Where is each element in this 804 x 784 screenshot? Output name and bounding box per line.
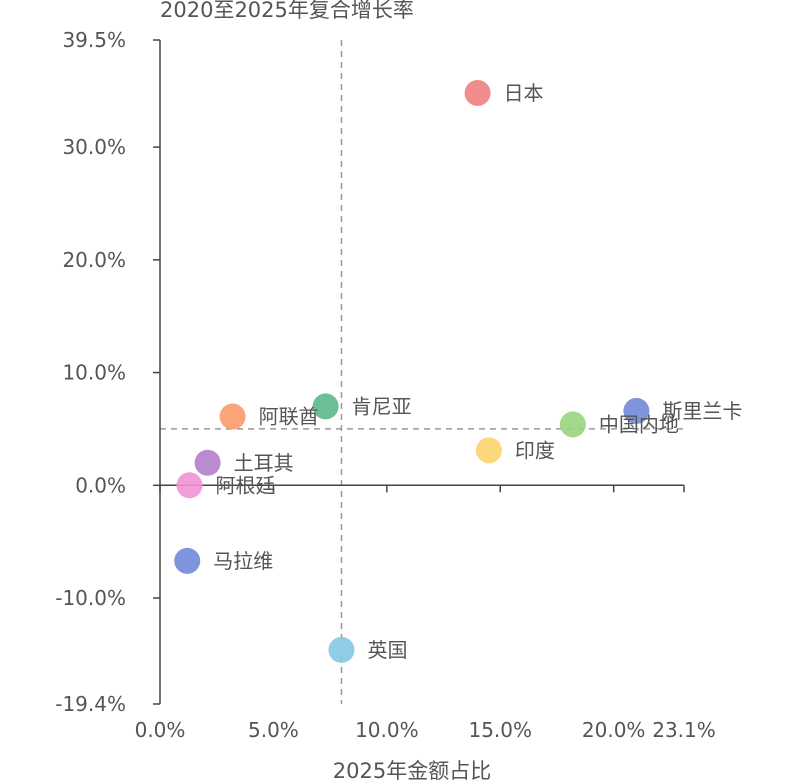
x-tick-label: 10.0% <box>355 718 419 742</box>
x-axis-title: 2025年金额占比 <box>333 759 491 783</box>
y-tick-label: -19.4% <box>55 692 126 716</box>
data-point-label: 印度 <box>515 438 555 462</box>
data-point <box>328 636 355 663</box>
data-point-label: 中国内地 <box>599 412 679 436</box>
x-axis-ticks: 0.0% 5.0% 10.0% 15.0% 20.0% 23.1% <box>135 485 716 742</box>
data-point <box>174 547 201 574</box>
x-tick-label: 0.0% <box>135 718 186 742</box>
data-point-label: 斯里兰卡 <box>662 399 742 423</box>
data-point-label: 阿联酋 <box>259 405 319 429</box>
data-point-label: 阿根廷 <box>215 473 275 497</box>
y-axis-title: 2020至2025年复合增长率 <box>160 0 414 22</box>
data-point-label: 马拉维 <box>213 549 273 573</box>
data-point <box>219 403 246 430</box>
y-tick-label: 0.0% <box>75 473 126 497</box>
y-tick-label: -10.0% <box>55 586 126 610</box>
data-point <box>176 472 203 499</box>
x-tick-label: 5.0% <box>248 718 299 742</box>
data-point <box>312 393 339 420</box>
y-tick-label: 30.0% <box>62 135 126 159</box>
data-point <box>194 449 221 476</box>
x-tick-label: 23.1% <box>652 718 716 742</box>
reference-lines <box>160 40 684 704</box>
y-tick-label: 39.5% <box>62 28 126 52</box>
y-tick-label: 10.0% <box>62 361 126 385</box>
data-point <box>464 79 491 106</box>
x-tick-label: 20.0% <box>582 718 646 742</box>
data-point-label: 肯尼亚 <box>352 394 412 418</box>
data-point-label: 英国 <box>367 638 407 662</box>
data-point <box>559 411 586 438</box>
data-point-label: 土耳其 <box>234 451 294 475</box>
x-tick-label: 15.0% <box>468 718 532 742</box>
y-tick-label: 20.0% <box>62 248 126 272</box>
data-point <box>623 397 650 424</box>
data-point-label: 日本 <box>504 81 544 105</box>
axes <box>159 40 684 704</box>
y-axis-ticks: 39.5% 30.0% 20.0% 10.0% 0.0% -10.0% -19.4% <box>55 28 160 716</box>
data-point <box>475 437 502 464</box>
